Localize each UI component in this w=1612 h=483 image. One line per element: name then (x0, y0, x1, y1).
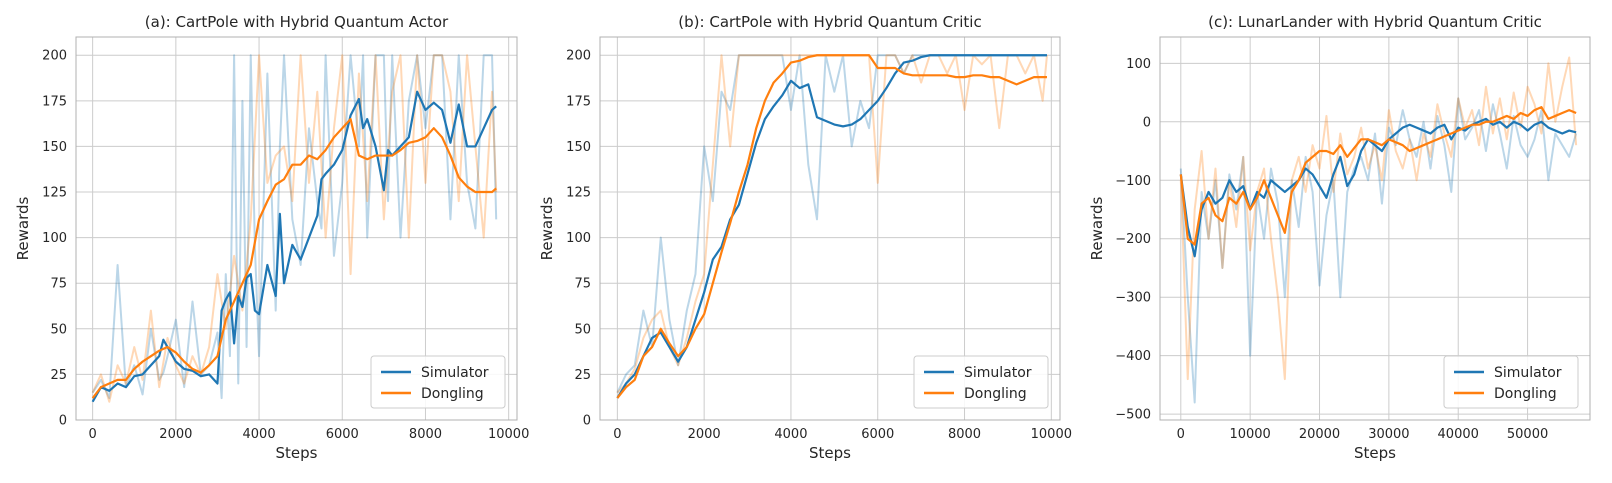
y-tick-label: 100 (42, 231, 67, 246)
legend-box (913, 355, 1049, 409)
plot-frame (599, 36, 1061, 421)
y-tick-label: 25 (50, 368, 67, 383)
legend-label: Dongling (1494, 386, 1557, 402)
y-tick-label: 125 (42, 186, 67, 201)
x-axis-label: Steps (276, 444, 318, 462)
plot-area (91, 54, 498, 403)
y-tick-label: −100 (1115, 174, 1151, 189)
x-tick-label: 8000 (948, 427, 981, 442)
series-line-simulator (91, 90, 497, 403)
series-raw-dongling (1179, 56, 1578, 381)
y-tick-label: −500 (1115, 408, 1151, 423)
y-tick-label: −400 (1115, 349, 1151, 364)
y-tick-label: 125 (566, 186, 591, 201)
x-tick-label: 4000 (243, 427, 276, 442)
plot-area (616, 54, 1048, 399)
series-raw-simulator (1179, 97, 1578, 404)
chart-panel-2: 0 2000 4000 6000 8000 10000 0 25 50 75 100 125 150 17… (538, 13, 1072, 462)
legend: Simulator Dongling (370, 355, 506, 409)
y-tick-label: 50 (50, 322, 67, 337)
plot-frame (1159, 36, 1591, 421)
x-tick-label: 4000 (774, 427, 807, 442)
series-line-dongling (616, 54, 1047, 399)
plot-area (1179, 56, 1578, 404)
x-tick-label: 30000 (1368, 427, 1409, 442)
series-line-dongling (91, 117, 497, 399)
x-tick-label: 10000 (1031, 427, 1072, 442)
y-tick-label: 25 (574, 368, 591, 383)
legend: Simulator Dongling (1443, 355, 1579, 409)
y-tick-label: 175 (42, 94, 67, 109)
x-tick-label: 2000 (159, 427, 192, 442)
x-tick-label: 6000 (861, 427, 894, 442)
legend-label: Simulator (1494, 365, 1562, 381)
series-raw-simulator (91, 54, 498, 400)
x-tick-label: 2000 (688, 427, 721, 442)
y-tick-label: 0 (1143, 115, 1151, 130)
y-tick-label: 150 (42, 140, 67, 155)
y-tick-label: 50 (574, 322, 591, 337)
y-axis-label: Rewards (14, 196, 32, 260)
y-tick-label: −200 (1115, 232, 1151, 247)
x-tick-label: 50000 (1507, 427, 1548, 442)
y-tick-label: 0 (583, 414, 591, 429)
legend-label: Simulator (964, 365, 1032, 381)
x-tick-label: 10000 (488, 427, 529, 442)
y-tick-label: 200 (42, 49, 67, 64)
legend: Simulator Dongling (913, 355, 1049, 409)
x-axis-label: Steps (809, 444, 851, 462)
chart-title: (c): LunarLander with Hybrid Quantum Cri… (1208, 13, 1542, 31)
x-tick-label: 20000 (1299, 427, 1340, 442)
y-axis-label: Rewards (538, 196, 556, 260)
y-tick-label: 0 (59, 414, 67, 429)
x-tick-label: 0 (1177, 427, 1185, 442)
plot-frame (75, 36, 518, 421)
legend-label: Dongling (421, 386, 484, 402)
y-axis-label: Rewards (1088, 196, 1106, 260)
chart-title: (a): CartPole with Hybrid Quantum Actor (145, 13, 449, 31)
legend-box (1443, 355, 1579, 409)
x-tick-label: 0 (613, 427, 621, 442)
x-tick-label: 10000 (1229, 427, 1270, 442)
legend-box (370, 355, 506, 409)
y-tick-label: 150 (566, 140, 591, 155)
y-tick-label: 200 (566, 49, 591, 64)
series-line-simulator (1179, 117, 1577, 258)
x-tick-label: 40000 (1438, 427, 1479, 442)
chart-title: (b): CartPole with Hybrid Quantum Critic (678, 13, 981, 31)
chart-panel-1: 0 2000 4000 6000 8000 10000 0 25 50 75 100 125 150 17… (14, 13, 529, 462)
x-axis-label: Steps (1354, 444, 1396, 462)
y-tick-label: −300 (1115, 291, 1151, 306)
legend-label: Dongling (964, 386, 1027, 402)
chart-panel-3: 0 10000 20000 30000 40000 50000 −500 −400 −300 −2… (1088, 13, 1591, 462)
series-line-dongling (1179, 106, 1577, 246)
y-tick-label: 100 (566, 231, 591, 246)
y-tick-label: 175 (566, 94, 591, 109)
y-tick-label: 75 (574, 277, 591, 292)
y-tick-label: 100 (1126, 57, 1151, 72)
x-tick-label: 6000 (326, 427, 359, 442)
series-raw-dongling (91, 54, 498, 403)
legend-label: Simulator (421, 365, 489, 381)
series-raw-simulator (616, 54, 1047, 394)
series-line-simulator (616, 54, 1047, 399)
y-tick-label: 75 (50, 277, 67, 292)
x-tick-label: 8000 (409, 427, 442, 442)
x-tick-label: 0 (89, 427, 97, 442)
